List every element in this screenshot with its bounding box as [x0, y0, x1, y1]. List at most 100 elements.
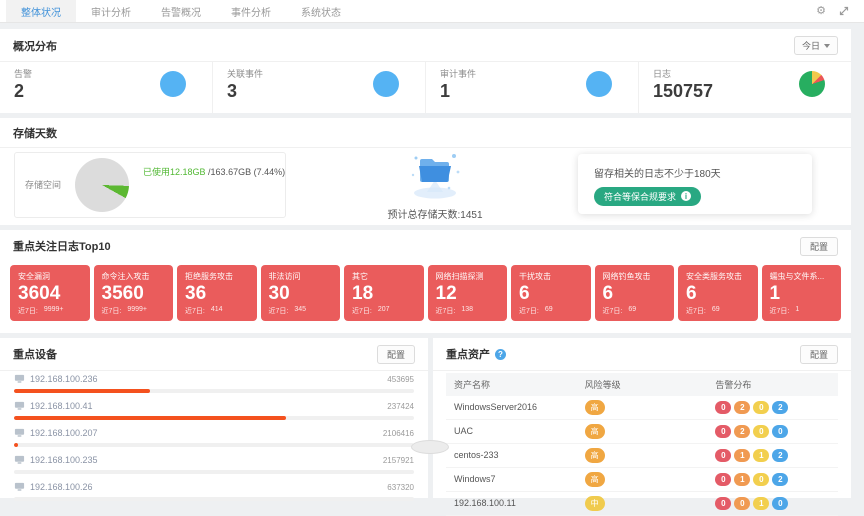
device-row: 192.168.100.207 2106416 — [14, 427, 414, 447]
assets-column-header: 资产名称 — [446, 372, 577, 396]
recent-count: 138 — [461, 305, 474, 313]
log-category-card[interactable]: 其它 18 近7日: 207 — [344, 264, 424, 321]
stat-value: 150757 — [653, 81, 714, 101]
asset-name: 192.168.100.11 — [446, 491, 577, 516]
device-log-count: 637320 — [387, 482, 414, 492]
nav-tab[interactable]: 系统状态 — [286, 0, 356, 22]
device-icon — [14, 427, 25, 440]
device-log-count: 453695 — [387, 374, 414, 384]
nav-tab[interactable]: 审计分析 — [76, 0, 146, 22]
top10-title: 重点关注日志Top10 — [13, 241, 111, 254]
log-category-title: 蠕虫与文件系... — [769, 271, 825, 281]
stat-card[interactable]: 告警 2 — [0, 62, 213, 113]
log-category-count: 30 — [268, 282, 290, 304]
stat-value: 3 — [227, 81, 238, 101]
log-category-count: 12 — [435, 282, 457, 304]
asset-name: Windows7 — [446, 467, 577, 492]
assets-config-button[interactable]: 配置 — [799, 344, 838, 364]
stat-card[interactable]: 日志 150757 — [639, 62, 851, 113]
asset-name: UAC — [446, 419, 577, 444]
log-category-card[interactable]: 非法访问 30 近7日: 345 — [260, 264, 340, 321]
overview-card: 概况分布 今日 告警 2 关联事件 3 — [0, 29, 851, 113]
device-link[interactable]: 192.168.100.235 — [14, 454, 98, 467]
device-ip: 192.168.100.235 — [30, 455, 98, 466]
alert-distribution: 0 2 0 0 — [715, 424, 789, 438]
alert-badge-medium: 0 — [753, 424, 770, 438]
alert-badge-medium: 1 — [753, 448, 770, 462]
device-link[interactable]: 192.168.100.26 — [14, 481, 93, 494]
log-category-title: 网络钓鱼攻击 — [602, 271, 651, 281]
recent-label: 近7日: — [519, 307, 539, 315]
recent-label: 近7日: — [185, 307, 205, 315]
log-category-card[interactable]: 安全类服务攻击 6 近7日: 69 — [678, 264, 758, 321]
device-bar-track — [14, 496, 414, 501]
devices-config-button[interactable]: 配置 — [376, 344, 415, 364]
retention-note: 留存相关的日志不少于180天 — [594, 168, 721, 180]
nav-tab-label: 告警概况 — [161, 7, 201, 19]
recent-label: 近7日: — [18, 307, 38, 315]
top10-card: 重点关注日志Top10 配置 安全漏洞 3604 近7日: 9999+ 命令注入… — [0, 229, 851, 333]
expand-icon[interactable] — [838, 5, 850, 17]
device-bar-fill — [14, 388, 150, 393]
asset-row[interactable]: WindowsServer2016 高 0 2 0 2 — [446, 395, 838, 420]
alert-distribution: 0 1 1 2 — [715, 448, 789, 462]
alert-badge-low: 0 — [772, 424, 789, 438]
log-category-card[interactable]: 命令注入攻击 3560 近7日: 9999+ — [93, 264, 173, 321]
alert-badge-critical: 0 — [715, 400, 732, 414]
device-link[interactable]: 192.168.100.207 — [14, 427, 98, 440]
nav-tab[interactable]: 事件分析 — [216, 0, 286, 22]
log-category-card[interactable]: 拒绝服务攻击 36 近7日: 414 — [177, 264, 257, 321]
stat-pie-icon — [373, 71, 399, 98]
compliance-note-card: 留存相关的日志不少于180天 符合等保合规要求 — [578, 153, 812, 214]
log-category-card[interactable]: 蠕虫与文件系... 1 近7日: 1 — [761, 264, 841, 321]
log-category-count: 3560 — [101, 282, 144, 304]
log-category-count: 6 — [602, 282, 614, 304]
stat-card[interactable]: 审计事件 1 — [426, 62, 639, 113]
log-category-card[interactable]: 安全漏洞 3604 近7日: 9999+ — [10, 264, 90, 321]
scroll-collapse-handle[interactable] — [411, 440, 449, 454]
nav-tab[interactable]: 整体状况 — [6, 0, 76, 22]
storage-space-box: 存储空间 已使用12.18GB /163.67GB (7.44%) — [14, 151, 286, 218]
compliance-badge[interactable]: 符合等保合规要求 — [594, 186, 702, 206]
devices-title: 重点设备 — [13, 349, 57, 362]
device-bar-track — [14, 388, 414, 393]
log-category-card[interactable]: 网络钓鱼攻击 6 近7日: 69 — [594, 264, 674, 321]
assets-column-header: 告警分布 — [707, 372, 838, 396]
log-category-count: 1 — [769, 282, 781, 304]
top10-config-button[interactable]: 配置 — [799, 236, 838, 256]
asset-row[interactable]: 192.168.100.11 中 0 0 1 0 — [446, 491, 838, 516]
device-bar-track — [14, 442, 414, 447]
device-ip: 192.168.100.41 — [30, 401, 93, 412]
device-link[interactable]: 192.168.100.236 — [14, 373, 98, 386]
log-category-title: 网络扫描探测 — [435, 271, 484, 281]
risk-level-badge: 高 — [584, 423, 605, 439]
log-category-card[interactable]: 网络扫描探测 12 近7日: 138 — [427, 264, 507, 321]
stat-pie-icon — [586, 71, 612, 98]
log-category-count: 6 — [686, 282, 697, 304]
alert-badge-high: 0 — [734, 496, 751, 510]
stat-label: 关联事件 — [227, 69, 264, 79]
stat-card[interactable]: 关联事件 3 — [213, 62, 426, 113]
date-range-dropdown[interactable]: 今日 — [793, 36, 838, 55]
device-bar-track — [14, 469, 414, 474]
log-category-title: 安全类服务攻击 — [686, 271, 742, 281]
risk-level-badge: 高 — [584, 399, 605, 415]
device-icon — [14, 481, 25, 494]
recent-count: 207 — [377, 305, 390, 313]
assets-column-header: 风险等级 — [576, 372, 708, 396]
log-category-card[interactable]: 干扰攻击 6 近7日: 69 — [511, 264, 591, 321]
chevron-down-icon — [824, 43, 830, 48]
risk-level-badge: 高 — [584, 447, 605, 463]
asset-row[interactable]: Windows7 高 0 1 0 2 — [446, 467, 838, 492]
nav-tab[interactable]: 告警概况 — [146, 0, 216, 22]
dashboard-body: 概况分布 今日 告警 2 关联事件 3 — [0, 29, 851, 516]
overview-title: 概况分布 — [13, 40, 57, 53]
stat-value: 2 — [14, 81, 25, 101]
device-link[interactable]: 192.168.100.41 — [14, 400, 93, 413]
gear-icon[interactable] — [816, 6, 826, 17]
top-nav: 整体状况 审计分析 告警概况 事件分析 系统状态 — [0, 0, 864, 23]
asset-row[interactable]: UAC 高 0 2 0 0 — [446, 419, 838, 444]
recent-count: 9999+ — [43, 305, 64, 313]
alert-badge-low: 2 — [772, 448, 789, 462]
help-icon[interactable] — [495, 348, 506, 360]
